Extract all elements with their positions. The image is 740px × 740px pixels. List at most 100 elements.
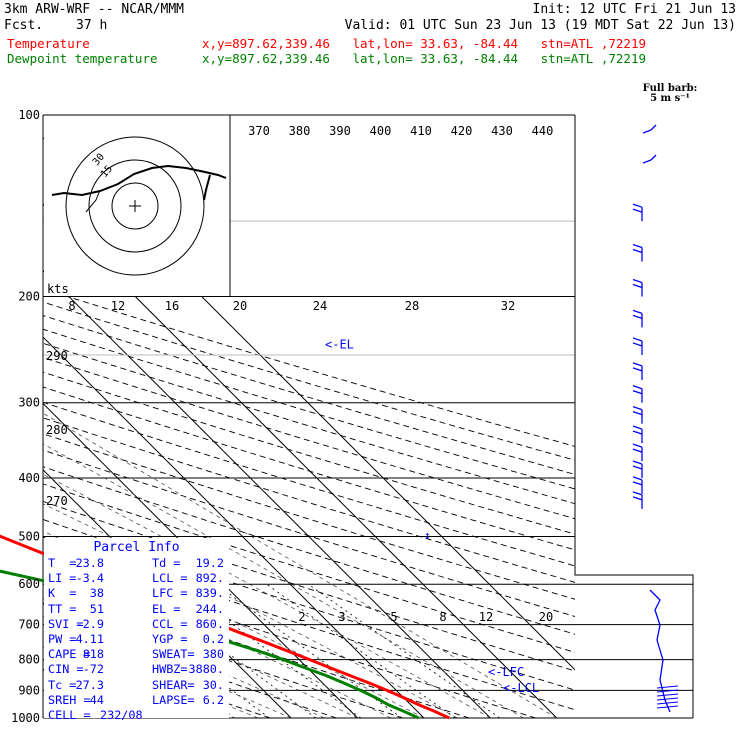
parcel-info-cell: T = <box>48 556 77 570</box>
pressure-tick-label: 600 <box>18 577 40 591</box>
parcel-info-cell: 19.2 <box>195 556 224 570</box>
parcel-info-cell: 51 <box>89 601 104 616</box>
parcel-info-row: TT = 51 EL = 244. <box>44 602 229 617</box>
parcel-info-cell: LAPSE= <box>152 692 195 707</box>
wind-barb <box>656 685 679 689</box>
pressure-tick-label: 100 <box>18 108 40 122</box>
parcel-info-row: SREH = 44 LAPSE= 6.2 <box>44 693 229 708</box>
hodograph-clipped <box>51 136 227 276</box>
parcel-info-row: LI = -3.4 LCL = 892. <box>44 571 229 586</box>
parcel-info-row: Tc = 27.3 SHEAR= 30. <box>44 678 229 693</box>
model-title: 3km ARW-WRF -- NCAR/MMM <box>4 2 185 17</box>
parcel-info-cell: LCL = <box>152 571 188 586</box>
parcel-info-cell: PW = <box>48 631 77 646</box>
parcel-info-cell: 23.8 <box>75 556 104 570</box>
dry-adiabat <box>43 401 575 567</box>
parcel-info-cell: TT = <box>48 601 77 616</box>
hodograph-speed-label: kts <box>47 282 69 296</box>
parcel-info-cell: HWBZ= <box>152 662 188 677</box>
hodograph-ring <box>65 136 205 276</box>
pressure-tick-label: 300 <box>18 396 40 410</box>
parcel-info-row: T = 23.8 Td = 19.2 <box>44 556 229 571</box>
wind-barb <box>632 425 643 430</box>
wind-barb <box>642 159 652 164</box>
mixing-ratio-label: 20 <box>539 610 553 624</box>
hodograph-speed-label: 28 <box>405 299 419 313</box>
wind-barb <box>632 411 643 416</box>
wind-barbs: ↕ <box>424 124 679 713</box>
parcel-info-cell: LI = <box>48 571 77 586</box>
wind-barb <box>632 443 643 448</box>
parcel-info-cell: SREH = <box>48 692 91 707</box>
parcel-info-cell: 4.11 <box>75 631 104 646</box>
wind-barb <box>632 465 643 470</box>
wind-barb <box>632 430 643 435</box>
parcel-info-cell: -2.9 <box>75 616 104 631</box>
parcel-info-cell: 27.3 <box>75 677 104 692</box>
pressure-tick-label: 200 <box>18 290 40 304</box>
mixing-ratio-label: 12 <box>479 610 493 624</box>
legend-temperature: Temperature <box>7 36 90 51</box>
dry-adiabat <box>43 417 575 583</box>
wind-barb <box>632 448 643 453</box>
pressure-tick-label: 900 <box>18 683 40 697</box>
legend-dewpoint: Dewpoint temperature <box>7 51 158 66</box>
hodograph-speed-label: 16 <box>165 299 179 313</box>
pressure-tick-label: 400 <box>18 471 40 485</box>
theta-e-label: 430 <box>491 124 513 138</box>
wind-barb <box>650 154 657 161</box>
parcel-info-cell: CAPE = <box>48 647 91 662</box>
wind-barb <box>632 406 643 411</box>
mixing-ratio-label: 5 <box>390 610 397 624</box>
parcel-info-cell: Tc = <box>48 677 77 692</box>
wind-barb <box>632 314 643 319</box>
parcel-info-cell: CELL = <box>48 707 91 722</box>
mixing-ratio-label: 2 <box>298 610 305 624</box>
parcel-info-table: T = 23.8 Td = 19.2 LI = -3.4 LCL = 892. K = 38 LFC… <box>44 556 229 723</box>
wind-barb <box>632 337 643 342</box>
frame-right <box>574 115 694 718</box>
pressure-tick-label: 1000 <box>11 711 40 725</box>
theta-e-label: 400 <box>370 124 392 138</box>
parcel-info-cell: 30. <box>202 677 224 692</box>
mixing-ratio-label: 3 <box>338 610 345 624</box>
forecast-label: Fcst. <box>4 18 44 33</box>
wind-barb <box>632 248 643 254</box>
wind-barb <box>632 460 643 465</box>
isotherm <box>43 336 425 718</box>
pressure-tick-label: 800 <box>18 653 40 667</box>
wind-barb <box>632 367 643 372</box>
wind-barb <box>632 342 643 347</box>
hodograph-speed-label: 20 <box>233 299 247 313</box>
dewpoint-profile <box>0 569 420 720</box>
moist-adiabat <box>43 530 425 718</box>
parcel-info-panel: Parcel Info T = 23.8 Td = 19.2 LI = -3.4 LCL =… <box>44 538 229 722</box>
hodograph-speed-label: 24 <box>313 299 327 313</box>
hodograph-speed-label: 32 <box>501 299 515 313</box>
parcel-info-cell: SHEAR= <box>152 677 195 692</box>
mixing-ratio-label: 8 <box>439 610 446 624</box>
parcel-info-cell: 860. <box>195 616 224 631</box>
parcel-info-cell: 380 <box>202 647 224 662</box>
forecast-hour: 37 h <box>76 18 108 33</box>
wind-barb <box>632 278 643 284</box>
theta-e-label: 420 <box>451 124 473 138</box>
wind-barb <box>632 481 643 486</box>
theta-e-label: 410 <box>410 124 432 138</box>
mixing-ratio-line <box>215 583 402 718</box>
hodograph-trace-inner <box>85 189 101 213</box>
valid-time: Valid: 01 UTC Sun 23 Jun 13 (19 MDT Sat … <box>344 18 736 33</box>
dry-adiabat <box>43 449 575 617</box>
wind-barb <box>656 697 679 701</box>
mixing-ratio-line <box>266 583 456 718</box>
hodograph-ring <box>111 182 159 230</box>
wind-barb <box>632 390 643 395</box>
theta-e-label: 370 <box>248 124 270 138</box>
theta-e-label: 390 <box>329 124 351 138</box>
parcel-info-row: CAPE = 818 SWEAT= 380 <box>44 647 229 662</box>
parcel-info-cell: K = <box>48 586 77 601</box>
dry-adiabat <box>43 483 575 653</box>
mixing-ratio-line <box>135 583 317 718</box>
wind-barb <box>650 124 657 131</box>
